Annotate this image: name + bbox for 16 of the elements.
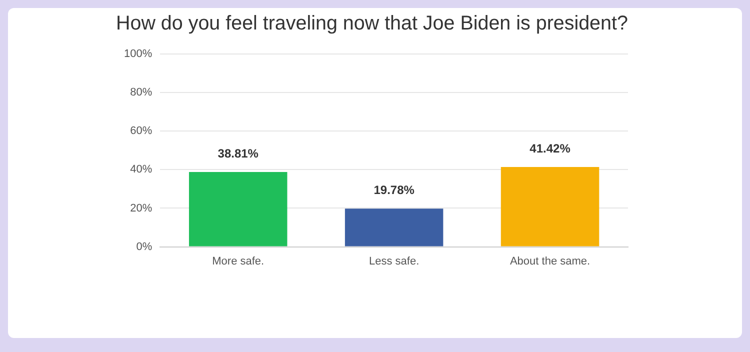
y-tick-label: 60% <box>130 125 152 138</box>
y-tick-label: 100% <box>124 48 152 60</box>
data-label: 41.42% <box>530 141 571 156</box>
data-label: 19.78% <box>374 182 415 197</box>
y-tick-label: 40% <box>130 164 152 176</box>
x-tick-label: Less safe. <box>368 255 420 268</box>
x-tick-label: About the same. <box>510 255 590 268</box>
bar <box>500 166 600 246</box>
y-tick-label: 80% <box>130 86 152 99</box>
bar <box>344 208 444 246</box>
bar <box>188 172 288 246</box>
y-tick-label: 0% <box>136 240 152 253</box>
chart-title: How do you feel traveling now that Joe Biden is president? <box>116 12 628 35</box>
data-label: 38.81% <box>218 146 259 160</box>
x-tick-label: More safe. <box>212 255 264 268</box>
y-tick-label: 20% <box>130 202 152 214</box>
